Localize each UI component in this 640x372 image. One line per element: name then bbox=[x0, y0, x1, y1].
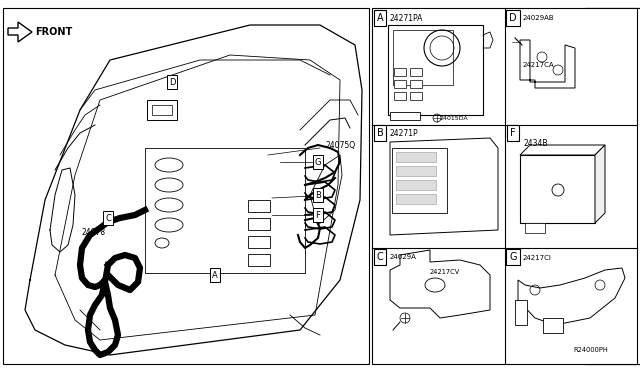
Bar bbox=[390, 112, 420, 120]
Text: F: F bbox=[510, 128, 516, 138]
Polygon shape bbox=[390, 250, 490, 318]
Bar bbox=[394, 92, 406, 100]
Bar bbox=[396, 152, 436, 162]
Text: 24271P: 24271P bbox=[390, 128, 419, 138]
Text: R24000PH: R24000PH bbox=[573, 347, 608, 353]
Polygon shape bbox=[390, 138, 498, 235]
Ellipse shape bbox=[155, 178, 183, 192]
Text: 24075Q: 24075Q bbox=[325, 141, 355, 150]
Bar bbox=[396, 180, 436, 190]
Text: A: A bbox=[377, 13, 383, 23]
Text: 24015DA: 24015DA bbox=[440, 115, 468, 121]
Text: G: G bbox=[509, 252, 516, 262]
Bar bbox=[410, 80, 422, 88]
Bar bbox=[543, 318, 563, 333]
Bar bbox=[410, 68, 422, 76]
Text: B: B bbox=[376, 128, 383, 138]
Bar bbox=[585, 8, 640, 364]
Bar bbox=[396, 166, 436, 176]
Text: 24217CV: 24217CV bbox=[430, 269, 460, 275]
Ellipse shape bbox=[155, 158, 183, 172]
Text: D: D bbox=[169, 77, 175, 87]
Bar bbox=[585, 8, 640, 364]
Bar bbox=[585, 8, 635, 364]
Text: 24029A: 24029A bbox=[390, 254, 417, 260]
Ellipse shape bbox=[155, 238, 169, 248]
Bar bbox=[392, 148, 447, 213]
Bar bbox=[145, 148, 305, 273]
Bar bbox=[394, 68, 406, 76]
Ellipse shape bbox=[155, 198, 183, 212]
Text: A: A bbox=[212, 270, 218, 279]
Bar bbox=[372, 8, 637, 364]
Text: 24029AB: 24029AB bbox=[523, 15, 555, 21]
Bar bbox=[248, 236, 270, 248]
Text: 24217CI: 24217CI bbox=[523, 255, 552, 261]
Bar bbox=[248, 200, 270, 212]
Bar bbox=[410, 92, 422, 100]
Polygon shape bbox=[520, 40, 575, 88]
Text: 24217CA: 24217CA bbox=[523, 62, 555, 68]
Bar bbox=[525, 223, 545, 233]
Bar bbox=[248, 218, 270, 230]
Bar bbox=[393, 30, 453, 85]
Text: F: F bbox=[316, 211, 321, 219]
Bar bbox=[152, 105, 172, 115]
Text: 24271PA: 24271PA bbox=[390, 13, 424, 22]
Text: G: G bbox=[315, 157, 321, 167]
Bar bbox=[3, 8, 369, 364]
Text: C: C bbox=[105, 214, 111, 222]
Polygon shape bbox=[8, 22, 32, 42]
Bar bbox=[388, 25, 483, 115]
Text: 24078: 24078 bbox=[82, 228, 106, 237]
Text: B: B bbox=[315, 190, 321, 199]
Bar bbox=[396, 194, 436, 204]
Bar bbox=[515, 300, 527, 325]
Polygon shape bbox=[520, 145, 605, 155]
Bar bbox=[248, 254, 270, 266]
Text: D: D bbox=[509, 13, 517, 23]
Bar bbox=[147, 100, 177, 120]
Text: FRONT: FRONT bbox=[35, 27, 72, 37]
Bar bbox=[394, 80, 406, 88]
Bar bbox=[520, 155, 595, 223]
Polygon shape bbox=[595, 145, 605, 223]
Text: 2434B: 2434B bbox=[523, 138, 547, 148]
Text: C: C bbox=[376, 252, 383, 262]
Ellipse shape bbox=[155, 218, 183, 232]
Polygon shape bbox=[518, 268, 625, 325]
